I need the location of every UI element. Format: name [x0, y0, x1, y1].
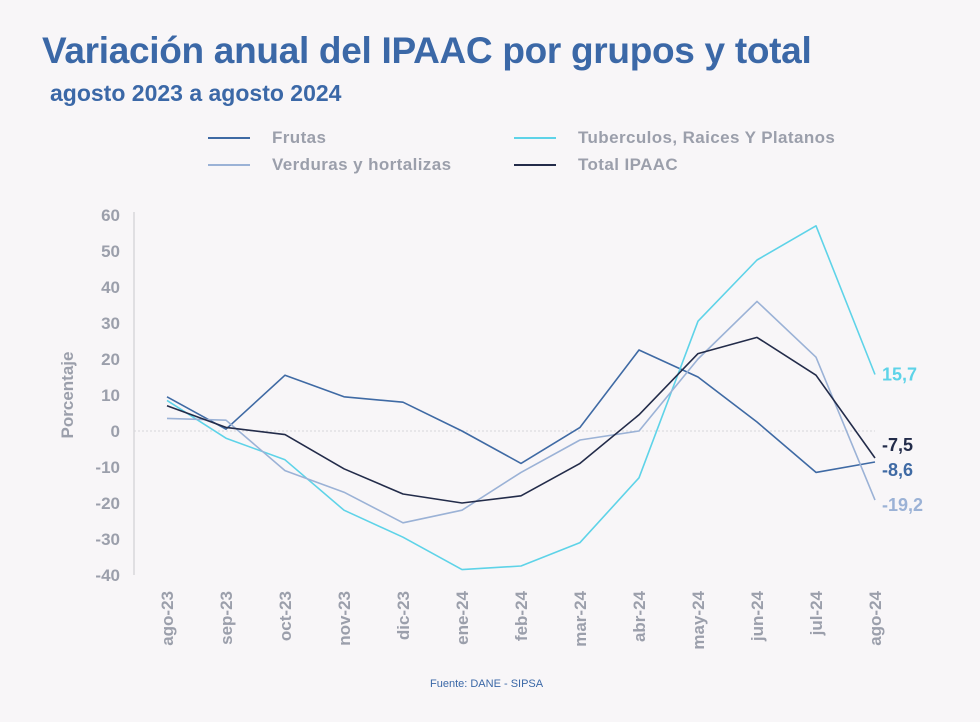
end-value-label: -19,2: [882, 495, 923, 515]
legend-swatch-total: [514, 164, 556, 166]
series-line-total-ipaac: [166, 336, 876, 504]
x-tick-label: may-24: [689, 590, 708, 649]
legend-swatch-frutas: [208, 137, 250, 139]
legend-label-frutas: Frutas: [272, 128, 327, 147]
y-axis-title: Porcentaje: [58, 352, 77, 439]
series-line-frutas: [166, 349, 876, 474]
x-tick-label: ene-24: [453, 590, 472, 644]
legend-swatch-tuberculos: [514, 137, 556, 139]
y-tick-label: 0: [111, 422, 120, 441]
end-value-label: -8,6: [882, 460, 913, 480]
x-tick-label: oct-23: [276, 591, 295, 641]
y-tick-label: -10: [95, 458, 120, 477]
x-tick-label: feb-24: [512, 590, 531, 641]
y-tick-label: 40: [101, 278, 120, 297]
end-value-label: 15,7: [882, 364, 917, 384]
x-tick-label: mar-24: [571, 590, 590, 646]
y-tick-label: 30: [101, 314, 120, 333]
legend-label-total: Total IPAAC: [578, 155, 679, 174]
legend-label-tuberculos: Tuberculos, Raices Y Platanos: [578, 128, 836, 147]
x-tick-label: ago-24: [866, 590, 885, 645]
series-line-verduras-y-hortalizas: [166, 300, 876, 524]
y-tick-label: 10: [101, 386, 120, 405]
y-tick-label: -20: [95, 494, 120, 513]
end-value-label: -7,5: [882, 435, 913, 455]
y-tick-label: -40: [95, 566, 120, 585]
source-note: Fuente: DANE - SIPSA: [430, 678, 544, 690]
legend-item-verduras: Verduras y hortalizas: [208, 155, 451, 175]
legend-item-frutas: Frutas: [208, 128, 326, 148]
y-tick-label: 50: [101, 242, 120, 261]
x-tick-label: jul-24: [807, 590, 826, 636]
x-tick-label: sep-23: [217, 591, 236, 645]
y-tick-label: 20: [101, 350, 120, 369]
chart-title: Variación anual del IPAAC por grupos y t…: [42, 30, 812, 71]
legend-item-tuberculos: Tuberculos, Raices Y Platanos: [514, 128, 835, 148]
legend-label-verduras: Verduras y hortalizas: [272, 155, 452, 174]
x-tick-label: abr-24: [630, 590, 649, 642]
series-line-tuberculos-raices-y-platanos: [166, 225, 876, 571]
legend-swatch-verduras: [208, 164, 250, 166]
legend-item-total: Total IPAAC: [514, 155, 678, 175]
chart-subtitle: agosto 2023 a agosto 2024: [50, 80, 342, 106]
x-tick-label: jun-24: [748, 590, 767, 642]
x-tick-label: ago-23: [158, 591, 177, 646]
y-tick-label: -30: [95, 530, 120, 549]
x-tick-label: nov-23: [335, 591, 354, 646]
x-tick-label: dic-23: [394, 591, 413, 640]
y-tick-label: 60: [101, 206, 120, 225]
